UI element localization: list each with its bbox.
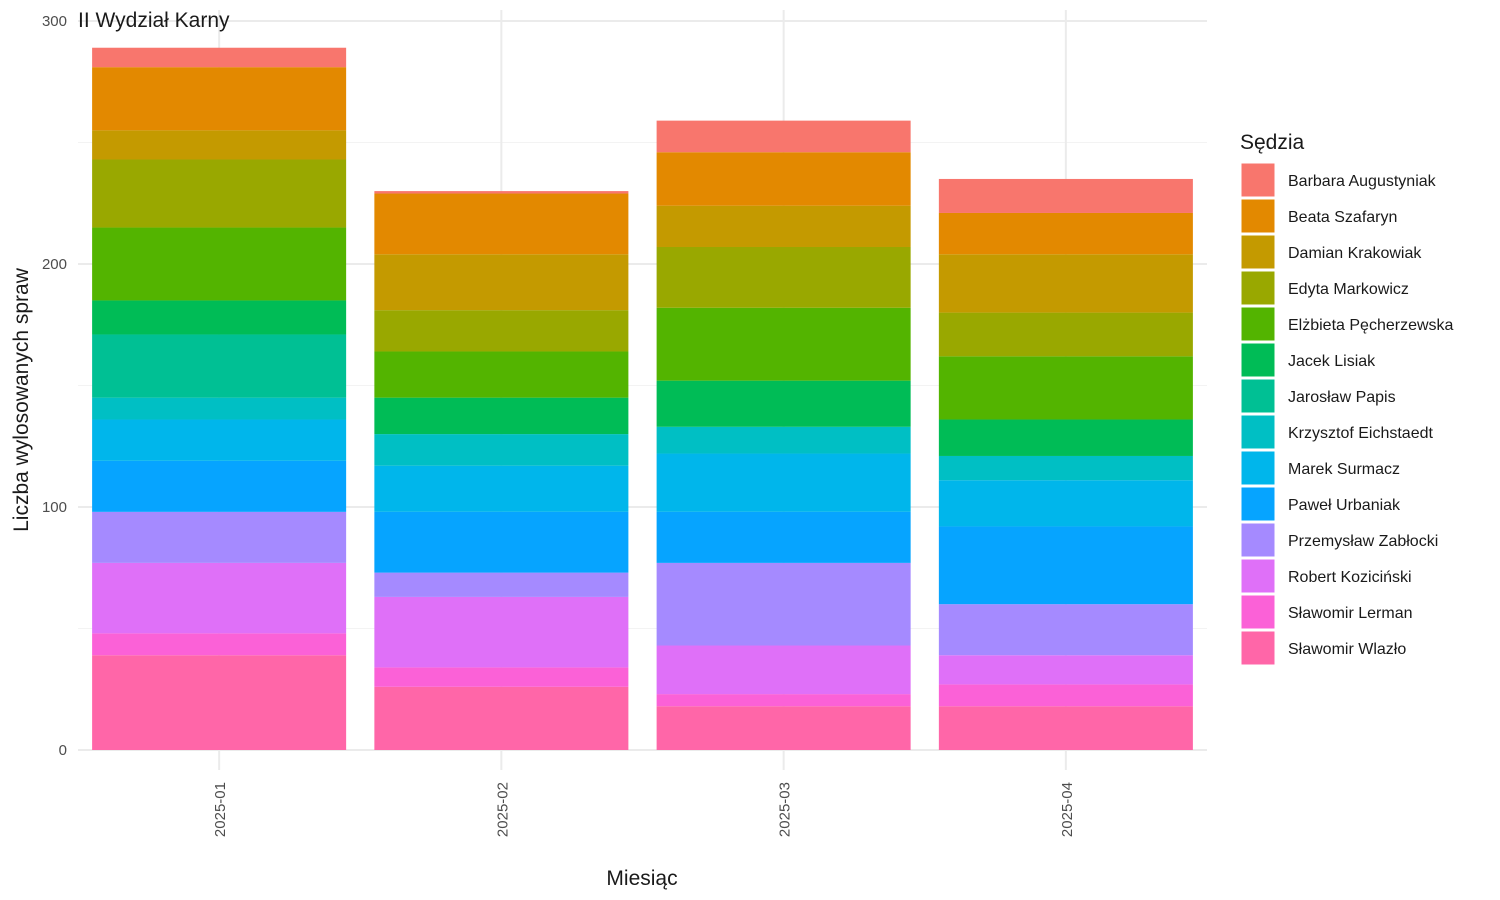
bar-segment (92, 511, 347, 563)
axes-layer: 0 100 200 300 2025-01 2025-02 2025-03 2025-04 (42, 13, 1076, 837)
bar-segment (938, 178, 1193, 213)
bar-segment (656, 426, 911, 454)
bar-segment (374, 254, 629, 311)
legend-label: Elżbieta Pęcherzewska (1288, 317, 1454, 334)
legend-swatch (1240, 450, 1276, 486)
bar-segment (92, 419, 347, 461)
bar-segment (656, 380, 911, 427)
legend-swatch (1240, 198, 1276, 234)
bar-segment (92, 130, 347, 160)
legend-label: Robert Koziciński (1288, 569, 1412, 586)
bar-segment (938, 604, 1193, 656)
bar-segment (92, 562, 347, 634)
x-axis-title: Miesiąc (606, 867, 677, 890)
bar-segment (938, 655, 1193, 685)
y-tick-label: 300 (42, 13, 67, 30)
bar-segment (374, 511, 629, 573)
bar-segment (374, 434, 629, 466)
legend-swatch (1240, 486, 1276, 522)
bar-segment (374, 310, 629, 352)
legend-label: Jarosław Papis (1288, 389, 1396, 406)
legend-label: Przemysław Zabłocki (1288, 533, 1438, 550)
bar-segment (92, 227, 347, 301)
bar-segment (374, 397, 629, 435)
legend-swatch (1240, 342, 1276, 378)
bar-segment (938, 684, 1193, 707)
bar-segment (656, 453, 911, 512)
x-tick-label: 2025-02 (494, 782, 511, 837)
x-tick-label: 2025-04 (1059, 782, 1076, 837)
bar-segment (92, 655, 347, 750)
y-tick-label: 0 (59, 742, 67, 759)
bar-segment (374, 596, 629, 668)
x-tick-label: 2025-01 (212, 782, 229, 837)
bar-segment (656, 645, 911, 695)
legend-label: Paweł Urbaniak (1288, 497, 1401, 514)
legend-label: Jacek Lisiak (1288, 353, 1376, 370)
bar-segment (938, 480, 1193, 527)
legend-swatch (1240, 162, 1276, 198)
bar-segment (938, 419, 1193, 456)
y-tick-label: 100 (42, 499, 67, 516)
legend-label: Barbara Augustyniak (1288, 173, 1437, 190)
legend-swatch (1240, 630, 1276, 666)
chart-title: II Wydział Karny (78, 9, 230, 32)
bar-segment (92, 159, 347, 228)
bar-segment (938, 706, 1193, 750)
legend-swatch (1240, 558, 1276, 594)
bar-segment (92, 300, 347, 335)
bar-segment (656, 511, 911, 563)
bar-segment (92, 334, 347, 398)
legend: Sędzia Barbara Augustyniak Beata Szafaryn… (1240, 131, 1454, 666)
legend-label: Sławomir Lerman (1288, 605, 1412, 622)
bar-segment (374, 191, 629, 194)
bar-segment (938, 254, 1193, 313)
bar-segment (374, 351, 629, 398)
bar-segment (374, 193, 629, 255)
bar-segment (656, 152, 911, 206)
bar-segment (656, 694, 911, 707)
legend-swatch (1240, 522, 1276, 558)
legend-label: Beata Szafaryn (1288, 209, 1397, 226)
legend-swatch (1240, 414, 1276, 450)
bar-segment (656, 307, 911, 381)
bar-segment (374, 686, 629, 750)
bar-segment (92, 47, 347, 68)
legend-swatch (1240, 594, 1276, 630)
legend-swatch (1240, 234, 1276, 270)
legend-label: Edyta Markowicz (1288, 281, 1409, 298)
bar-segment (938, 526, 1193, 605)
bar-segment (656, 120, 911, 153)
legend-label: Krzysztof Eichstaedt (1288, 425, 1434, 442)
legend-label: Marek Surmacz (1288, 461, 1400, 478)
bar-segment (656, 706, 911, 750)
bar-segment (656, 562, 911, 646)
bar-segment (92, 633, 347, 656)
bar-segment (656, 205, 911, 247)
bar-segment (938, 312, 1193, 357)
legend-label: Sławomir Wlazło (1288, 641, 1406, 658)
bar-segment (938, 212, 1193, 255)
bar-segment (656, 246, 911, 308)
bar-segment (938, 455, 1193, 481)
y-axis-title: Liczba wylosowanych spraw (10, 267, 33, 532)
bar-segment (374, 572, 629, 597)
bars-layer (92, 47, 1193, 750)
bar-segment (938, 356, 1193, 420)
legend-swatch (1240, 378, 1276, 414)
bar-segment (374, 465, 629, 512)
bar-segment (374, 667, 629, 687)
bar-segment (92, 460, 347, 512)
legend-swatch (1240, 306, 1276, 342)
bar-segment (92, 397, 347, 420)
legend-title: Sędzia (1240, 131, 1305, 154)
legend-swatch (1240, 270, 1276, 306)
legend-label: Damian Krakowiak (1288, 245, 1422, 262)
bar-segment (92, 67, 347, 131)
y-tick-label: 200 (42, 256, 67, 273)
x-tick-label: 2025-03 (777, 782, 794, 837)
